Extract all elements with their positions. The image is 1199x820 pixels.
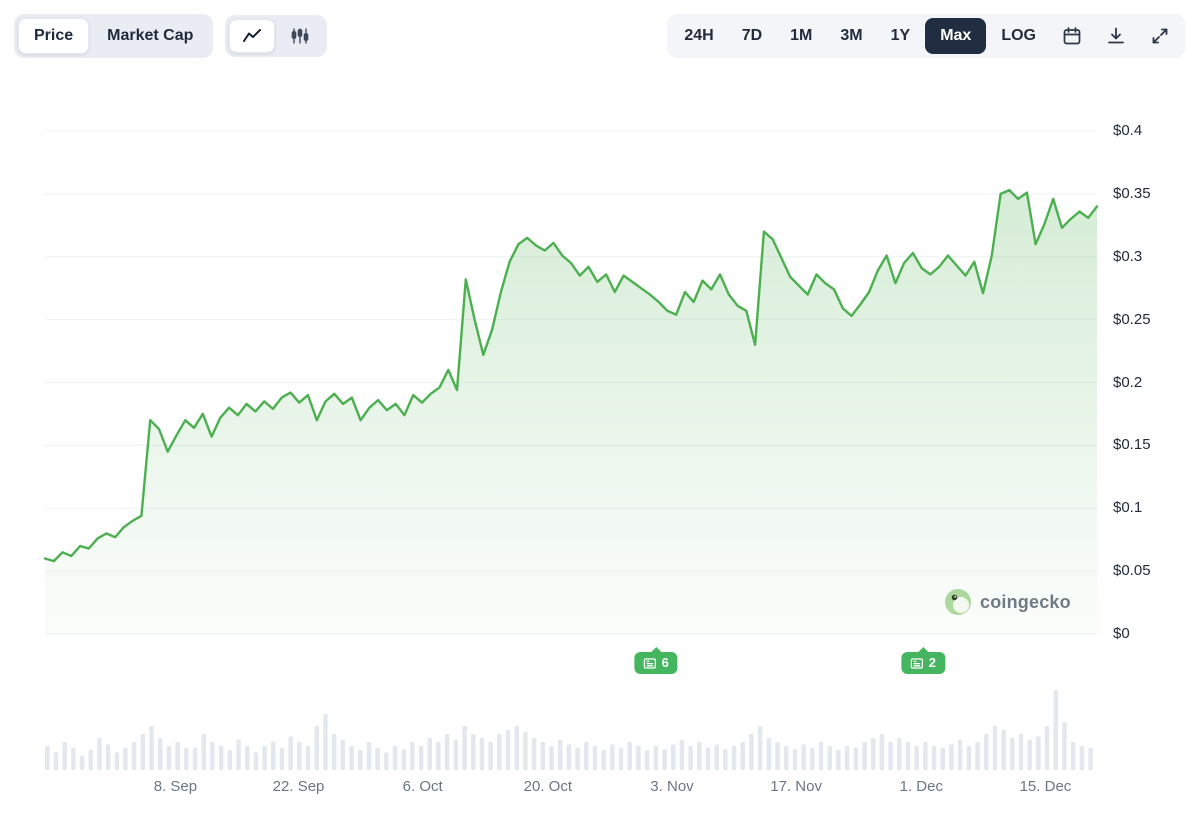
line-chart-button[interactable]	[229, 19, 276, 53]
y-axis-label: $0.25	[1113, 310, 1151, 328]
chart-type-toggle	[225, 15, 328, 57]
market-cap-tab[interactable]: Market Cap	[91, 18, 209, 53]
news-icon	[643, 657, 657, 669]
candlestick-button[interactable]	[277, 19, 323, 53]
y-axis-label: $0.05	[1113, 562, 1151, 580]
price-series	[43, 188, 1099, 634]
range-1y[interactable]: 1Y	[878, 18, 924, 53]
range-toolbar: 24H 7D 1M 3M 1Y Max LOG	[667, 14, 1185, 58]
price-tab[interactable]: Price	[18, 18, 90, 54]
y-axis-label: $0.15	[1113, 436, 1151, 454]
price-line	[43, 188, 1099, 563]
range-max[interactable]: Max	[925, 18, 987, 54]
download-icon	[1108, 27, 1124, 44]
y-axis-label: $0.2	[1113, 373, 1143, 391]
metric-toggle: Price Market Cap	[14, 14, 214, 58]
x-axis-label: 15. Dec	[1019, 778, 1072, 795]
coingecko-watermark: coingecko	[944, 588, 1071, 616]
expand-button[interactable]	[1139, 19, 1181, 53]
x-axis-label: 8. Sep	[153, 778, 198, 795]
candlestick-icon	[292, 28, 309, 44]
y-axis-label: $0.35	[1113, 184, 1151, 202]
news-count: 2	[928, 655, 937, 670]
news-annotation-badge[interactable]: 2	[901, 652, 946, 675]
download-button[interactable]	[1095, 19, 1137, 53]
news-icon	[911, 657, 924, 669]
watermark-text: coingecko	[980, 591, 1071, 612]
y-axis-label: $0	[1113, 625, 1130, 642]
x-axis-label: 17. Nov	[770, 778, 822, 795]
range-24h[interactable]: 24H	[671, 18, 726, 53]
x-axis-label: 3. Nov	[650, 778, 694, 795]
x-axis-label: 1. Dec	[899, 778, 943, 795]
y-axis-label: $0.1	[1113, 499, 1143, 517]
range-7d[interactable]: 7D	[729, 18, 775, 53]
range-1m[interactable]: 1M	[777, 18, 825, 53]
x-axis-label: 6. Oct	[402, 778, 443, 795]
price-area	[45, 190, 1097, 634]
expand-icon	[1152, 28, 1168, 44]
log-scale-toggle[interactable]: LOG	[988, 18, 1049, 53]
range-3m[interactable]: 3M	[827, 18, 875, 53]
line-chart-icon	[243, 29, 262, 42]
chart-toolbar: Price Market Cap 24H 7D	[14, 13, 1185, 59]
coingecko-logo-icon	[945, 589, 971, 615]
y-axis-label: $0.3	[1113, 247, 1143, 265]
calendar-button[interactable]	[1051, 19, 1093, 53]
x-axis-label: 22. Sep	[272, 778, 325, 795]
news-count: 6	[661, 655, 669, 670]
volume-bars	[45, 690, 1093, 770]
y-axis-label: $0.4	[1113, 122, 1143, 139]
x-axis-label: 20. Oct	[523, 778, 573, 795]
calendar-icon	[1063, 27, 1081, 45]
news-annotation-badge[interactable]: 6	[634, 652, 678, 675]
